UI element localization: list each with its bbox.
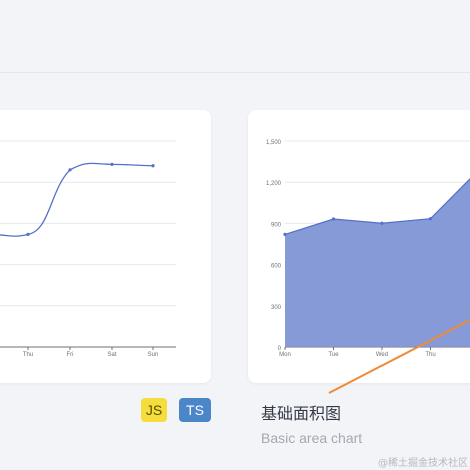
chart-card-smooth-line[interactable]: Thu Fri Sat Sun — [0, 110, 211, 383]
chart-card-subtitle: Basic area chart — [261, 430, 363, 446]
x-tick-label: Tue — [328, 352, 339, 358]
page-header-bar — [0, 0, 470, 73]
y-tick-label: 0 — [278, 346, 282, 352]
x-tick-label: Thu — [425, 352, 435, 358]
data-point — [428, 217, 433, 221]
y-tick-label: 300 — [271, 305, 282, 311]
x-tick-label: Wed — [376, 352, 388, 358]
x-tick-label: Sun — [148, 352, 159, 358]
y-tick-label: 1,500 — [266, 140, 282, 146]
data-point — [283, 232, 287, 236]
data-point — [331, 217, 336, 221]
line-series — [0, 162, 154, 237]
data-point — [151, 164, 155, 168]
y-tick-label: 1,200 — [266, 181, 282, 187]
js-badge[interactable]: JS — [141, 398, 167, 422]
data-point — [110, 162, 114, 166]
y-tick-label: 900 — [271, 222, 282, 228]
x-tick-label: Fri — [67, 352, 74, 358]
chart-card-title[interactable]: 基础面积图 — [261, 404, 342, 423]
ts-badge[interactable]: TS — [179, 398, 211, 422]
x-tick-label: Mon — [279, 352, 291, 358]
x-tick-label: Thu — [23, 352, 33, 358]
watermark: @稀土掘金技术社区 — [378, 458, 468, 469]
data-point — [68, 168, 72, 172]
smooth-line-chart: Thu Fri Sat Sun — [0, 140, 176, 358]
data-point — [26, 232, 30, 236]
area-series — [285, 178, 470, 347]
x-tick-label: Sat — [107, 352, 116, 358]
data-point — [380, 221, 384, 225]
y-tick-label: 600 — [271, 264, 282, 270]
